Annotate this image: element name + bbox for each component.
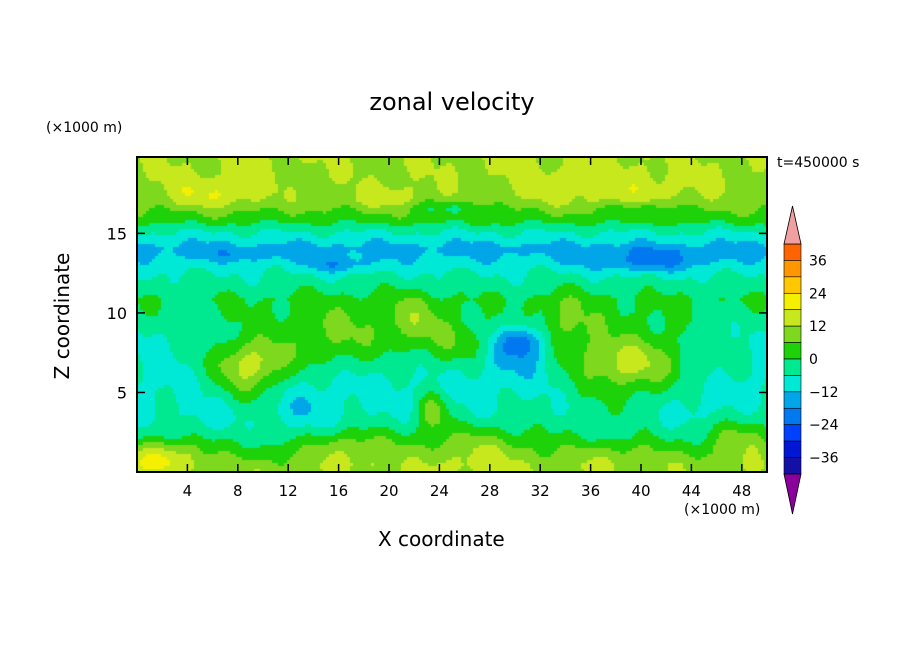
colorbar-tick-label: −24 — [809, 418, 839, 434]
x-tick-label: 44 — [682, 482, 701, 500]
colorbar-bin — [783, 309, 802, 327]
colorbar-bin — [783, 424, 802, 442]
y-tick-label: 10 — [107, 304, 127, 323]
colorbar-bin — [783, 325, 802, 343]
time-label: t=450000 s — [777, 155, 860, 171]
plot-frame — [136, 156, 768, 473]
contour-field-image — [137, 157, 767, 472]
x-tick-label: 16 — [329, 482, 348, 500]
x-tick-label: 28 — [480, 482, 499, 500]
colorbar-tick-label: 24 — [809, 286, 827, 302]
y-tick-label: 15 — [107, 224, 127, 243]
x-axis-label: X coordinate — [378, 527, 505, 551]
colorbar-bin — [783, 358, 802, 376]
colorbar-bin — [783, 375, 802, 393]
z-axis-unit-label: (×1000 m) — [46, 120, 123, 136]
y-axis: 5 10 15 — [107, 224, 767, 402]
colorbar-tick-label: 0 — [809, 352, 818, 368]
colorbar-bin — [783, 292, 802, 311]
x-tick-label: 48 — [732, 482, 751, 500]
colorbar-max-triangle — [783, 205, 802, 245]
x-tick-label: 20 — [379, 482, 398, 500]
colorbar-min-triangle — [783, 473, 802, 515]
colorbar-bin — [783, 457, 802, 475]
x-tick-label: 40 — [631, 482, 650, 500]
x-tick-label: 12 — [279, 482, 298, 500]
x-tick-label: 24 — [430, 482, 449, 500]
colorbar-tick-label: −36 — [809, 451, 839, 467]
x-tick-label: 36 — [581, 482, 600, 500]
x-tick-label: 8 — [233, 482, 243, 500]
x-tick-label: 32 — [531, 482, 550, 500]
y-tick-label: 5 — [117, 383, 127, 402]
chart-title: zonal velocity — [369, 88, 535, 116]
colorbar: 36 24 12 0 −12 −24 −36 — [783, 205, 839, 515]
colorbar-bin — [783, 342, 802, 360]
colorbar-bin — [783, 243, 802, 261]
contour-field — [137, 157, 767, 472]
colorbar-tick-label: 36 — [809, 253, 827, 269]
colorbar-bin — [783, 391, 802, 409]
colorbar-bin — [783, 260, 802, 278]
x-axis: 4 8 12 16 20 24 28 32 36 40 44 48 — [183, 157, 751, 500]
colorbar-bin — [783, 276, 802, 294]
colorbar-bin — [783, 407, 802, 426]
colorbar-tick-label: 12 — [809, 319, 827, 335]
colorbar-tick-label: −12 — [809, 385, 839, 401]
x-tick-label: 4 — [183, 482, 193, 500]
x-axis-unit-label: (×1000 m) — [684, 502, 761, 518]
colorbar-bin — [783, 440, 802, 458]
